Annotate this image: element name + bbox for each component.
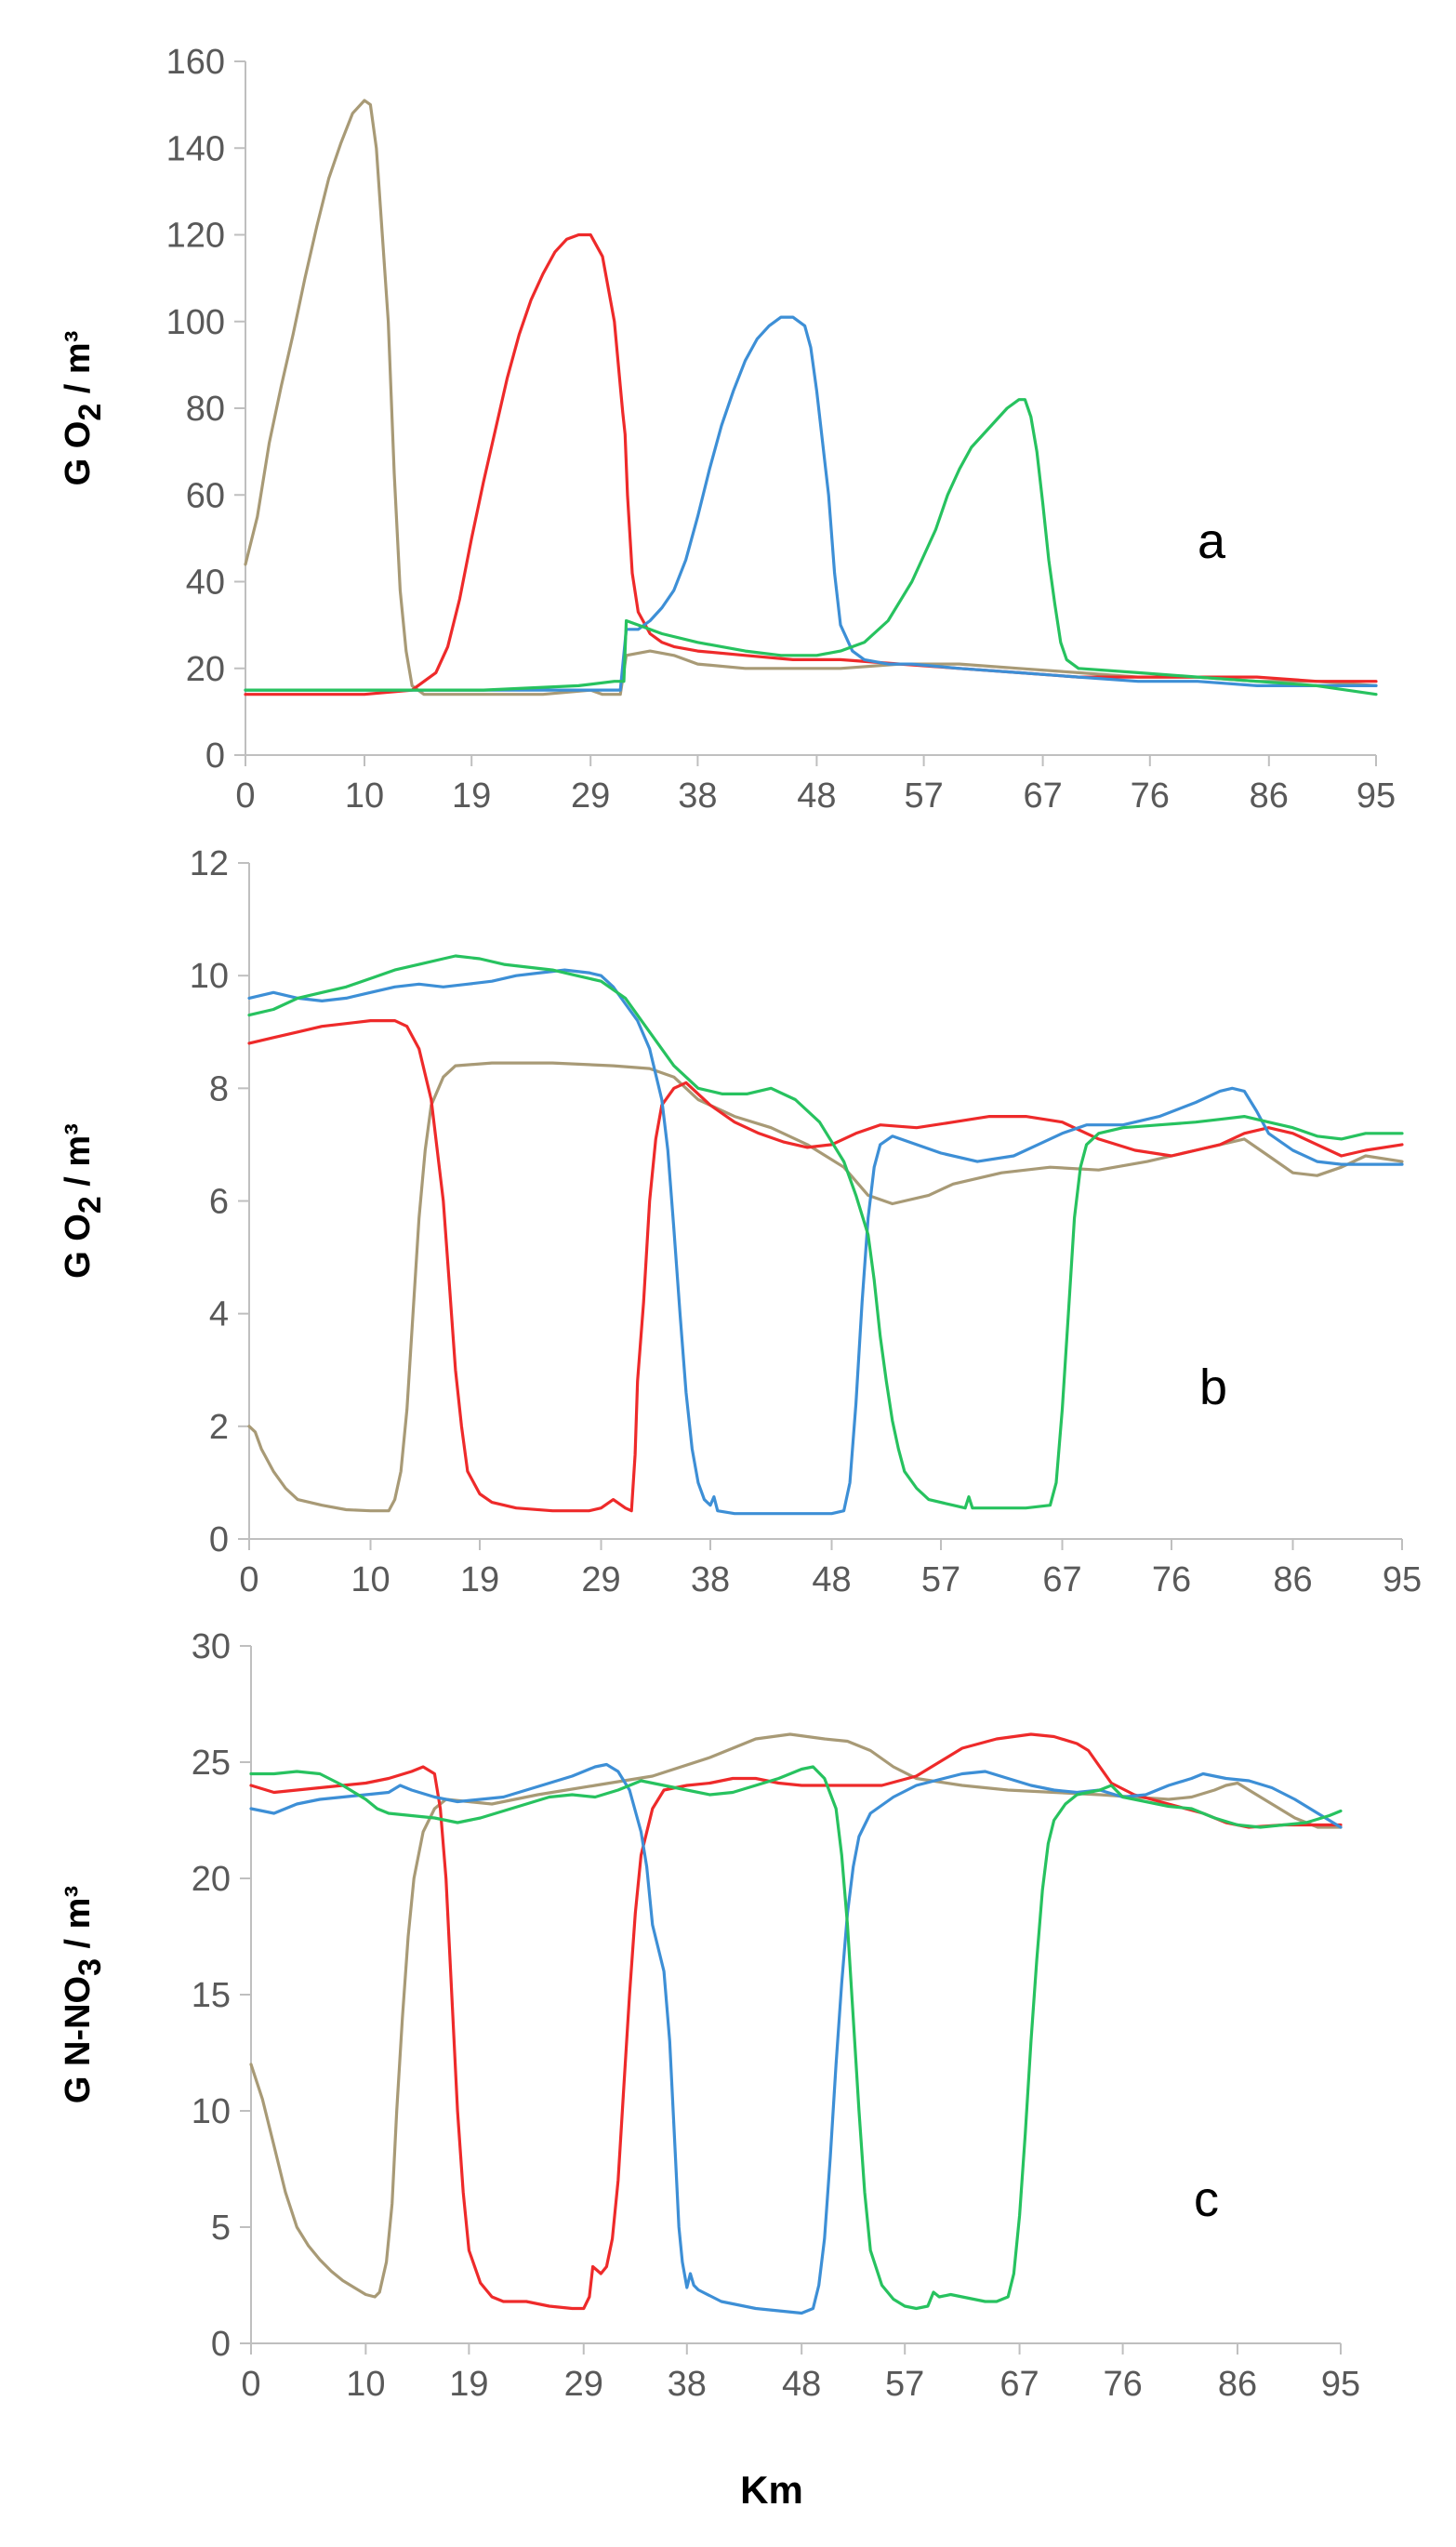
x-tick-label: 67: [999, 2365, 1039, 2404]
series-line-green: [247, 954, 1404, 1510]
series-line-green: [249, 1765, 1343, 2311]
series-line-red: [247, 1019, 1404, 1513]
x-tick-label: 86: [1273, 1560, 1312, 1599]
x-tick-label: 48: [812, 1560, 851, 1599]
y-tick-label: 25: [192, 1744, 231, 1783]
x-tick-label: 95: [1383, 1560, 1422, 1599]
y-axis-title-subscript: 2: [73, 1196, 108, 1214]
x-tick-label: 19: [460, 1560, 499, 1599]
x-tick-label: 38: [668, 2365, 707, 2404]
y-axis-title: G N-NO3 / m³: [59, 1886, 108, 2103]
x-tick-label: 0: [235, 776, 255, 816]
panel-label: a: [1198, 513, 1226, 569]
x-tick-label: 86: [1250, 776, 1289, 816]
y-tick-label: 2: [209, 1408, 229, 1447]
panel-c-chart: 0 5 10 15 20 25 30 0 10 19 29 38 48 57 67 76 86 95 G N-NO3…: [59, 1627, 1360, 2404]
y-axis-title-suffix: / m³: [59, 331, 98, 404]
x-tick-label: 76: [1131, 776, 1170, 816]
y-tick-label: 40: [186, 564, 225, 603]
y-tick-label: 10: [192, 2092, 231, 2131]
series-line-red: [249, 1732, 1343, 2311]
panel-a-chart: 0 20 40 60 80 100 120 140 160 0 10 19 29 38 48 57 67 76 86…: [59, 43, 1396, 816]
y-axis-title: G O2 / m³: [59, 331, 108, 486]
x-axis-title: Km: [740, 2468, 803, 2512]
y-axis-title-suffix: / m³: [59, 1886, 98, 1958]
y-axis-title: G O2 / m³: [59, 1123, 108, 1279]
y-tick-label: 20: [186, 650, 225, 689]
y-tick-label: 5: [211, 2209, 231, 2248]
y-tick-label: 6: [209, 1183, 229, 1222]
y-axis-title-suffix: / m³: [59, 1123, 98, 1196]
x-tick-label: 29: [581, 1560, 620, 1599]
y-tick-label: 20: [192, 1860, 231, 1899]
panel-label: b: [1199, 1360, 1227, 1415]
x-tick-label: 86: [1218, 2365, 1257, 2404]
y-axis-title-subscript: 3: [73, 1958, 108, 1976]
y-tick-label: 0: [205, 736, 225, 776]
x-tick-label: 57: [885, 2365, 924, 2404]
y-tick-label: 0: [209, 1520, 229, 1559]
series-line-brown: [244, 99, 1378, 696]
y-tick-label: 60: [186, 476, 225, 515]
x-tick-label: 10: [351, 1560, 390, 1599]
y-tick-label: 0: [211, 2325, 231, 2364]
series-line-green: [244, 398, 1378, 696]
x-tick-label: 76: [1152, 1560, 1191, 1599]
series-line-brown: [249, 1732, 1343, 2299]
x-tick-label: 48: [797, 776, 836, 816]
x-tick-label: 29: [571, 776, 610, 816]
y-tick-label: 15: [192, 1976, 231, 2015]
x-tick-label: 38: [678, 776, 717, 816]
x-tick-label: 48: [782, 2365, 821, 2404]
y-tick-label: 160: [166, 43, 225, 82]
y-tick-label: 12: [190, 844, 229, 883]
y-tick-label: 140: [166, 129, 225, 168]
y-tick-label: 30: [192, 1627, 231, 1666]
y-axis-title-subscript: 2: [73, 404, 108, 421]
y-tick-label: 100: [166, 303, 225, 342]
y-axis-title-prefix: G O: [59, 421, 98, 486]
y-tick-label: 120: [166, 217, 225, 256]
series-line-blue: [244, 315, 1378, 692]
x-tick-label: 95: [1321, 2365, 1360, 2404]
y-tick-label: 4: [209, 1295, 229, 1334]
series-line-blue: [249, 1762, 1343, 2315]
x-tick-label: 19: [452, 776, 491, 816]
y-tick-label: 80: [186, 390, 225, 429]
x-tick-label: 0: [239, 1560, 258, 1599]
series-line-blue: [247, 968, 1404, 1516]
x-tick-label: 0: [241, 2365, 260, 2404]
x-tick-label: 67: [1042, 1560, 1081, 1599]
panel-label: c: [1194, 2171, 1219, 2227]
y-tick-label: 8: [209, 1069, 229, 1108]
y-tick-label: 10: [190, 957, 229, 996]
x-tick-label: 10: [346, 2365, 385, 2404]
x-tick-label: 95: [1357, 776, 1396, 816]
x-tick-label: 38: [691, 1560, 730, 1599]
x-tick-label: 10: [345, 776, 384, 816]
y-axis-title-prefix: G O: [59, 1214, 98, 1279]
x-tick-label: 57: [904, 776, 943, 816]
x-tick-label: 19: [449, 2365, 488, 2404]
series-line-red: [244, 232, 1378, 696]
x-tick-label: 29: [564, 2365, 603, 2404]
x-tick-label: 67: [1023, 776, 1062, 816]
x-tick-label: 57: [921, 1560, 960, 1599]
y-axis-title-prefix: G N-NO: [59, 1976, 98, 2103]
x-tick-label: 76: [1103, 2365, 1142, 2404]
